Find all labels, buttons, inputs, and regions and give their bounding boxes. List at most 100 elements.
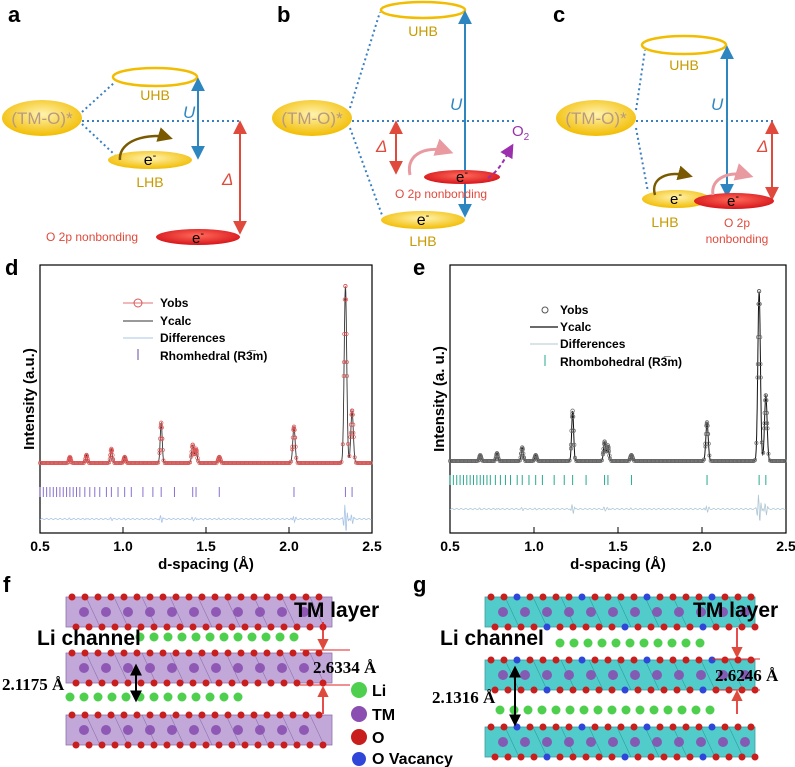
yobs-point [332,461,337,465]
tm-atom [542,670,552,680]
yobs-point [231,461,236,465]
octahedron-edge [504,596,520,628]
tm-atom [189,725,199,735]
tm-atom [189,607,199,617]
u-label: U [711,95,724,114]
yobs-point [764,410,769,416]
yobs-point [720,459,725,463]
o-vacancy-atom [578,656,586,664]
x-tick-label: 0.5 [30,538,50,554]
o-atom [530,686,538,694]
yobs-point [712,459,717,463]
yobs-point [612,459,616,463]
chart-d-ylabel: Intensity (a.u.) [21,348,38,450]
tm-atom [79,607,89,617]
yobs-point [132,461,137,465]
yobs-point [616,459,620,463]
yobs-point [342,360,347,365]
yobs-point [540,459,545,463]
yobs-point [141,461,146,465]
legend-ycalc: Ycalc [160,314,192,328]
o-atom [202,623,210,631]
yobs-point [285,461,289,465]
o-atom [751,623,759,631]
li-atom [649,705,659,715]
o-atom [150,623,158,631]
o-atom [189,679,197,687]
o-atom [725,753,733,761]
yobs-point [503,459,508,463]
o-atom [241,741,249,749]
tm-atom [145,607,155,617]
yobs-point [328,461,333,465]
yobs-point [158,423,163,427]
o-atom [504,623,512,631]
yobs-point [714,459,719,463]
yobs-point [705,423,710,428]
o-atom [302,649,310,657]
tm-atom [211,725,221,735]
octahedron-edge [197,652,213,684]
yobs-point [320,461,325,465]
yobs-point [306,461,311,465]
yobs-point [165,461,170,465]
legend-phase: Rhomhedral (R3̅m) [160,349,267,363]
o-atom [686,753,694,761]
o-atom [591,656,599,664]
yobs-point [259,461,264,465]
chart-e-ycalc-line [450,291,786,462]
yobs-point [684,459,689,463]
yobs-point [764,398,769,403]
o-atom [604,593,612,601]
o-vacancy-atom [513,723,521,731]
yobs-point [277,461,281,465]
yobs-point [267,461,272,465]
tm-atom [542,607,552,617]
o-atom [224,711,232,719]
o-atom [172,711,180,719]
yobs-point [679,459,684,463]
yobs-point [343,297,349,302]
yobs-point [578,459,583,463]
yobs-point [559,459,564,463]
yobs-point [84,453,90,459]
tm-atom [299,607,309,617]
yobs-point [144,461,149,465]
yobs-point [239,461,244,465]
chart-d-ycalc-line [40,286,372,464]
yobs-point [577,459,581,463]
yobs-point [636,459,641,463]
o-atom [500,593,508,601]
yobs-point [672,459,677,463]
yobs-point [630,456,636,461]
yobs-point [642,459,647,463]
yobs-point [657,459,662,463]
yobs-point [519,451,524,456]
yobs-point [547,459,552,463]
yobs-point [508,459,513,463]
o-atom [565,593,573,601]
yobs-point [362,461,366,465]
o-atom [319,741,327,749]
yobs-point [567,458,572,463]
o-atom [747,656,755,664]
octahedron-edge [700,726,716,758]
octahedron-edge [309,714,325,746]
yobs-point [271,461,276,465]
distance-label-li: 2.1175 Å [2,675,65,694]
yobs-point [182,461,187,465]
chart-d-yobs-points [38,283,373,465]
yobs-point [595,459,600,463]
yobs-point [302,461,307,465]
distance-label-li: 2.1316 Å [432,688,496,707]
yobs-point [749,459,754,463]
o-atom [176,623,184,631]
yobs-point [661,459,666,463]
yobs-point [341,373,347,379]
yobs-point [344,373,350,379]
yobs-point [238,461,243,465]
yobs-point [766,451,771,456]
yobs-point [676,459,681,463]
o-atom [604,656,612,664]
yobs-point [255,461,260,465]
